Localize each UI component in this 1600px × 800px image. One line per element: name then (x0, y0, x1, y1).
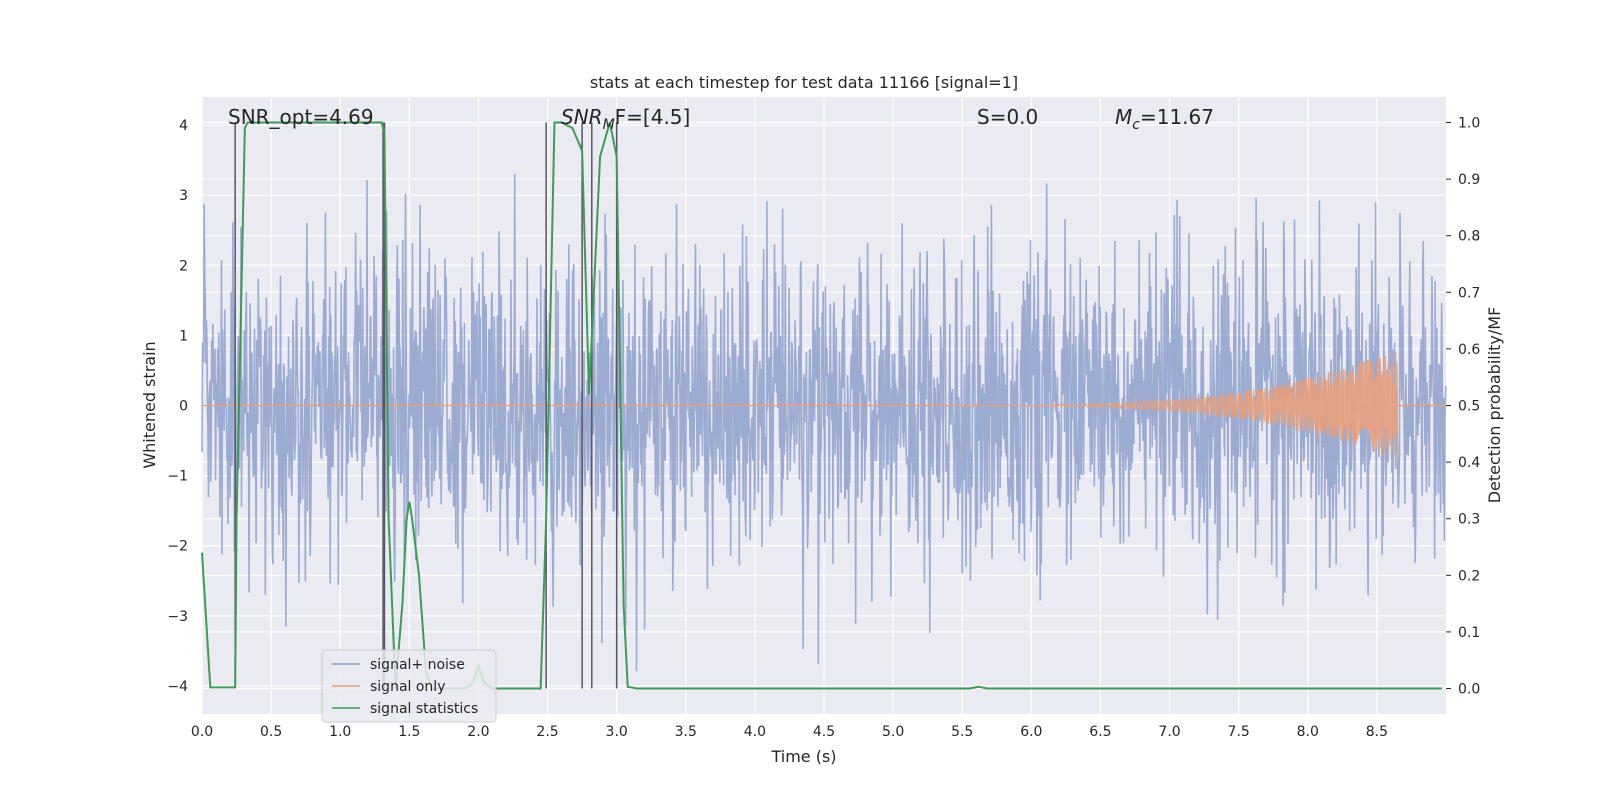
y2-tick-label: 0.9 (1458, 172, 1480, 188)
y2-axis-label: Detection probability/MF (1485, 307, 1504, 504)
signal-only-chirp (961, 351, 1399, 463)
x-tick-label: 1.0 (329, 724, 351, 740)
annotation-snr-mf-main: SNR (561, 105, 603, 129)
legend-box (321, 649, 497, 723)
x-tick-label: 7.0 (1158, 724, 1180, 740)
legend-label-statistics: signal statistics (370, 701, 478, 717)
y2-tick-label: 0.6 (1458, 342, 1480, 358)
annotation-mc-sub: c (1132, 117, 1140, 133)
y-tick-label: 0 (179, 399, 188, 415)
annotation-snr-mf-rest: F=[4.5] (615, 105, 691, 129)
annotation-snr-mf: SNRMF=[4.5] (561, 105, 690, 133)
x-axis-ticks: 0.0 0.5 1.0 1.5 2.0 2.5 3.0 3.5 4.0 4.5 5.0 5.5 6.0 6… (191, 724, 1388, 740)
y2-tick-label: 0.3 (1458, 512, 1480, 528)
x-tick-label: 2.0 (467, 724, 489, 740)
x-tick-label: 6.0 (1020, 724, 1042, 740)
x-tick-label: 3.0 (606, 724, 628, 740)
y-tick-label: 4 (179, 118, 188, 134)
y2-tick-label: 0.8 (1458, 229, 1480, 245)
y2-tick-label: 0.0 (1458, 682, 1480, 698)
y-tick-label: 1 (179, 328, 188, 344)
y-tick-label: 2 (179, 258, 188, 274)
y-tick-label: −2 (167, 539, 188, 555)
y2-tick-label: 0.5 (1458, 399, 1480, 415)
annotation-mc-rest: =11.67 (1140, 105, 1214, 129)
x-tick-label: 5.5 (951, 724, 973, 740)
annotation-chirp-mass: Mc=11.67 (1115, 105, 1214, 133)
x-tick-label: 0.5 (260, 724, 282, 740)
y-tick-label: 3 (179, 188, 188, 204)
y-axis-ticks: −4 −3 −2 −1 0 1 2 3 4 (167, 118, 188, 695)
annotation-s-stat: S=0.0 (977, 105, 1038, 129)
y-tick-label: −4 (167, 679, 188, 695)
legend-label-noise: signal+ noise (370, 657, 465, 673)
y2-tick-label: 1.0 (1458, 115, 1480, 131)
x-tick-label: 4.0 (744, 724, 766, 740)
x-tick-label: 4.5 (813, 724, 835, 740)
y2-tick-label: 0.1 (1458, 625, 1480, 641)
annotation-snr-opt: SNR_opt=4.69 (228, 105, 374, 129)
x-tick-label: 1.5 (398, 724, 420, 740)
y-axis-label: Whitened strain (140, 341, 159, 468)
legend-label-signal: signal only (370, 679, 445, 695)
y2-tick-label: 0.4 (1458, 455, 1480, 471)
x-tick-label: 5.0 (882, 724, 904, 740)
signal-noise-line (201, 173, 1447, 672)
y-tick-label: −3 (167, 609, 188, 625)
legend: signal+ noise signal only signal statist… (321, 649, 497, 723)
x-axis-label: Time (s) (770, 747, 836, 766)
annotation-snr-mf-sub: M (603, 117, 615, 133)
x-tick-label: 2.5 (536, 724, 558, 740)
y-tick-label: −1 (167, 469, 188, 485)
y2-axis-ticks: 0.0 0.1 0.2 0.3 0.4 0.5 0.6 0.7 0.8 0.9 1.0 (1446, 115, 1480, 698)
x-tick-label: 8.0 (1297, 724, 1319, 740)
y2-tick-label: 0.7 (1458, 285, 1480, 301)
annotation-mc-main: M (1115, 105, 1132, 129)
x-tick-label: 8.5 (1366, 724, 1388, 740)
signal-noise-series (201, 173, 1447, 672)
chart-title: stats at each timestep for test data 111… (590, 73, 1018, 92)
x-tick-label: 6.5 (1089, 724, 1111, 740)
x-tick-label: 7.5 (1228, 724, 1250, 740)
x-tick-label: 3.5 (675, 724, 697, 740)
y2-tick-label: 0.2 (1458, 568, 1480, 584)
x-tick-label: 0.0 (191, 724, 213, 740)
